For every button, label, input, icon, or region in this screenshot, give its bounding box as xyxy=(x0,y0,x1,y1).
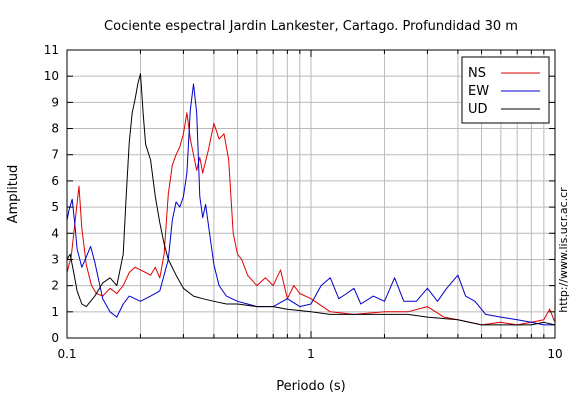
y-tick-label: 4 xyxy=(51,226,59,240)
y-tick-label: 7 xyxy=(51,148,59,162)
y-tick-label: 8 xyxy=(51,122,59,136)
y-tick-label: 1 xyxy=(51,305,59,319)
y-axis-label: Amplitud xyxy=(6,165,21,224)
website-note: http://www.lis.ucr.ac.cr xyxy=(557,187,570,313)
y-tick-label: 2 xyxy=(51,279,59,293)
legend: NS EW UD xyxy=(461,56,550,124)
y-tick-label: 11 xyxy=(44,43,59,57)
legend-box xyxy=(461,56,550,124)
y-tick-label: 6 xyxy=(51,174,59,188)
axis-ticks: 0 1 2 3 4 5 6 7 8 9 10 11 0.1 1 10 xyxy=(44,43,563,361)
legend-label-ns: NS xyxy=(468,66,486,81)
chart-title: Cociente espectral Jardin Lankester, Car… xyxy=(104,19,518,34)
y-tick-label: 5 xyxy=(51,200,59,214)
x-tick-label: 0.1 xyxy=(57,347,76,361)
y-tick-label: 10 xyxy=(44,69,59,83)
x-tick-label: 10 xyxy=(547,347,562,361)
x-axis-label: Periodo (s) xyxy=(276,379,346,394)
series-lines xyxy=(66,73,556,326)
y-tick-label: 9 xyxy=(51,95,59,109)
legend-label-ew: EW xyxy=(468,84,489,99)
y-tick-label: 3 xyxy=(51,252,59,266)
y-tick-label: 0 xyxy=(51,331,59,345)
legend-label-ud: UD xyxy=(468,102,488,117)
x-tick-label: 1 xyxy=(307,347,315,361)
series-line-ew xyxy=(66,83,555,326)
series-line-ud xyxy=(66,73,556,326)
series-line-ns xyxy=(66,112,556,326)
